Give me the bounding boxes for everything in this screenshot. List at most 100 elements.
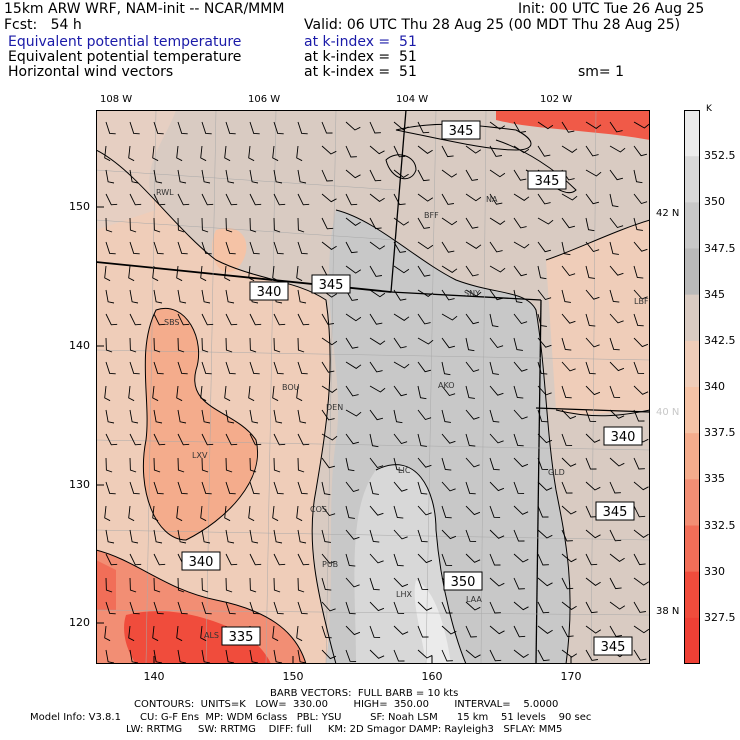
wind-barb xyxy=(417,553,433,564)
wind-barb xyxy=(369,481,379,495)
svg-text:340: 340 xyxy=(611,430,636,445)
wind-barb xyxy=(393,553,404,567)
wind-barb xyxy=(177,433,190,446)
wind-barb xyxy=(369,265,382,277)
wind-barb xyxy=(152,505,159,522)
wind-barb xyxy=(297,217,305,233)
wind-barb xyxy=(561,241,571,256)
wind-barb xyxy=(417,529,428,543)
wind-barb xyxy=(105,529,115,544)
svg-text:345: 345 xyxy=(449,124,474,139)
wind-barb xyxy=(104,505,111,522)
wind-barb xyxy=(153,121,164,135)
wind-barb xyxy=(513,265,528,277)
wind-barb xyxy=(249,313,262,326)
wind-barb xyxy=(321,457,336,469)
wind-barb xyxy=(249,601,260,615)
field3-level: at k-index = 51 xyxy=(304,64,417,80)
wind-barb xyxy=(609,241,619,255)
wind-barb xyxy=(441,217,458,226)
model-title: 15km ARW WRF, NAM-init -- NCAR/MMM xyxy=(4,1,285,17)
contour-lines xyxy=(96,123,650,664)
field1-level: at k-index = 51 xyxy=(304,34,417,50)
wind-barb xyxy=(609,289,620,303)
wind-barb xyxy=(177,289,187,304)
wind-barb xyxy=(561,553,577,563)
wind-barb xyxy=(321,529,331,543)
contour-label: 335 xyxy=(221,626,261,646)
wind-barb xyxy=(249,529,259,544)
wind-barb xyxy=(441,385,456,397)
field1-name: Equivalent potential temperature xyxy=(8,34,242,50)
wind-barb xyxy=(441,409,451,423)
wind-barb xyxy=(489,505,501,518)
wind-barb xyxy=(105,121,116,135)
wind-barb xyxy=(321,193,337,203)
wind-barb xyxy=(224,505,231,522)
forecast-hour: Fcst: 54 h xyxy=(4,17,82,33)
wind-barb xyxy=(273,217,281,233)
wind-barb xyxy=(225,649,235,664)
wind-barb xyxy=(489,481,505,492)
wind-barb xyxy=(272,145,279,162)
wind-barb xyxy=(393,217,410,226)
wind-barb xyxy=(393,193,406,206)
wind-barb xyxy=(321,121,333,134)
wind-barb xyxy=(561,265,576,277)
wind-barb xyxy=(201,457,209,473)
wind-barb xyxy=(633,361,645,374)
wind-barb xyxy=(105,217,113,233)
wind-barb xyxy=(273,457,281,473)
wind-barb xyxy=(249,457,257,473)
wind-barb xyxy=(177,361,188,375)
wind-barb xyxy=(176,145,183,162)
wind-barb xyxy=(393,121,409,131)
wind-barb xyxy=(272,385,279,402)
wind-barb xyxy=(561,601,577,610)
wind-barb xyxy=(248,385,255,402)
wind-barb xyxy=(201,649,211,664)
wind-barb xyxy=(224,265,231,282)
contour-label: 345 xyxy=(311,274,351,294)
colorbar-label: 335 xyxy=(704,472,725,486)
station-label: LXV xyxy=(192,451,208,460)
wind-barb xyxy=(369,649,385,659)
wind-barb xyxy=(393,361,410,369)
y-tick-label: 130 xyxy=(69,478,90,491)
wind-barb xyxy=(200,385,207,402)
wind-barb xyxy=(561,217,576,229)
wind-barb xyxy=(345,361,362,369)
wind-barb xyxy=(393,577,409,588)
wind-barb xyxy=(633,265,644,279)
wind-barb xyxy=(537,433,553,444)
wind-barb xyxy=(321,337,338,346)
wind-barb xyxy=(297,577,305,593)
wind-barb xyxy=(393,313,410,321)
wind-barb xyxy=(609,337,620,351)
wind-barb xyxy=(345,385,359,397)
wind-barb xyxy=(465,433,476,447)
wind-barb xyxy=(177,217,185,233)
station-label: ALS xyxy=(204,631,219,640)
state-border xyxy=(535,407,650,413)
colorbar-cell xyxy=(684,248,700,296)
wind-barb xyxy=(585,577,601,586)
wind-barb xyxy=(345,577,360,588)
wind-barb xyxy=(561,409,577,420)
wind-barb xyxy=(273,169,283,184)
wind-barb xyxy=(345,121,361,131)
wind-barb xyxy=(489,433,504,444)
wind-barb xyxy=(177,193,190,206)
wind-barb xyxy=(225,169,235,184)
wind-barb xyxy=(633,169,643,184)
wind-barb xyxy=(273,361,284,375)
station-label: LAA xyxy=(466,595,482,604)
wind-barb xyxy=(633,529,649,538)
wind-barb xyxy=(441,289,455,301)
wind-barb xyxy=(273,529,283,544)
wind-barb xyxy=(489,337,504,349)
wind-barb xyxy=(513,529,525,542)
wind-barb xyxy=(609,169,624,181)
model-info: Model Info: V3.8.1 CU: G-F Ens MP: WDM 6… xyxy=(30,712,592,723)
wind-barb xyxy=(417,337,434,345)
